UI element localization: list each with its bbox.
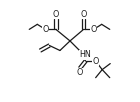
Text: O: O	[92, 57, 99, 66]
Text: O: O	[90, 25, 97, 34]
Text: O: O	[53, 10, 59, 19]
Text: O: O	[42, 25, 49, 34]
Text: HN: HN	[80, 50, 91, 59]
Text: O: O	[80, 10, 87, 19]
Text: O: O	[77, 68, 83, 77]
